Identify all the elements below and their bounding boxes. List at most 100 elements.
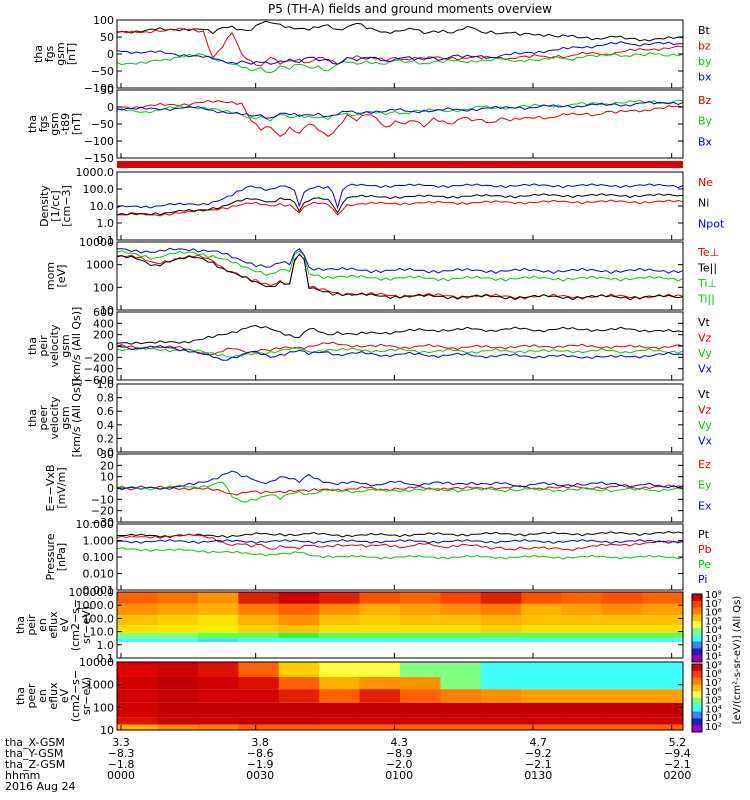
heatmap-cell (157, 662, 199, 677)
heatmap-cell (157, 689, 199, 703)
y-axis-label: [1/cc] (49, 190, 62, 221)
heatmap-cell (642, 717, 684, 725)
heatmap-cell (521, 632, 563, 639)
y-tick-label: −400 (84, 363, 114, 376)
heatmap-cell (157, 642, 199, 658)
heatmap-cell (197, 689, 239, 703)
heatmap-cell (117, 724, 158, 730)
heatmap-cell (400, 676, 441, 690)
y-axis-label: tha (26, 337, 39, 355)
colorbar-tick-label: 10⁵ (705, 616, 722, 627)
x-row-label: 2016 Aug 24 (5, 780, 75, 793)
x-tick-value: 0000 (107, 769, 135, 782)
heatmap-cell (400, 603, 441, 616)
heatmap-cell (319, 662, 361, 677)
legend-label: Vz (698, 404, 712, 417)
heatmap-cell (642, 676, 684, 690)
x-tick-value: −1.8 (108, 758, 135, 771)
y-axis-label: tha (14, 687, 27, 705)
y-axis-label: Density (38, 185, 51, 227)
heatmap-cell (117, 717, 158, 725)
y-axis-label: [km/s (All Qs)] (70, 307, 83, 386)
y-axis-label: mom (44, 262, 57, 290)
y-axis-label: velocity (48, 324, 61, 367)
heatmap-cell (238, 662, 280, 677)
heatmap-cell (400, 702, 441, 718)
heatmap-cell (642, 662, 684, 677)
series-line-ti|| (116, 247, 684, 274)
heatmap-cell (117, 632, 158, 639)
heatmap-cell (480, 724, 522, 730)
legend-label: Ti⊥ (697, 277, 717, 290)
heatmap-cell (480, 702, 522, 718)
series-line-by (116, 52, 684, 74)
colorbar-swatch (692, 684, 702, 692)
heatmap-cell (602, 625, 644, 633)
colorbar-swatch (692, 725, 702, 733)
legend-label: Ex (698, 499, 712, 512)
series-line-bz (117, 99, 684, 138)
panel-frame (116, 453, 684, 523)
heatmap-cell (157, 592, 199, 604)
y-tick-label: 10000 (79, 656, 114, 669)
heatmap-cell (238, 592, 280, 604)
colorbar-tick-label: 10³ (705, 713, 722, 724)
heatmap-cell (400, 615, 441, 625)
y-axis-label: eflux (47, 682, 60, 710)
y-tick-label: 0.0 (97, 446, 115, 459)
y-axis-label: peer (37, 405, 50, 431)
y-tick-label: 10000.0 (69, 586, 115, 599)
y-tick-label: 50 (100, 31, 114, 44)
heatmap-cell (521, 642, 563, 658)
heatmap-cell (480, 638, 522, 643)
heatmap-cell (521, 702, 563, 718)
series-line-ex (116, 470, 684, 491)
series-line-ni (116, 193, 684, 216)
heatmap-cell (602, 662, 644, 677)
heatmap-cell (238, 615, 280, 625)
y-tick-label: 100.0 (83, 612, 115, 625)
panel-frame (116, 591, 684, 659)
heatmap-cell (278, 632, 320, 639)
y-tick-label: 10 (100, 304, 114, 317)
y-axis-label: eV (58, 688, 71, 703)
heatmap-cell (602, 642, 644, 658)
y-axis-label: eflux (47, 611, 60, 639)
heatmap-cell (561, 592, 603, 604)
heatmap-cell (197, 642, 239, 658)
heatmap-cell (319, 603, 361, 616)
colorbar-tick-label: 10⁶ (705, 608, 722, 619)
colorbar-frame (691, 593, 703, 663)
heatmap-cell (602, 689, 644, 703)
heatmap-cell (642, 625, 684, 633)
heatmap-cell (238, 632, 280, 639)
heatmap-cell (561, 603, 603, 616)
series-line-pb (116, 533, 684, 552)
series-line-ti⊥ (116, 250, 684, 282)
heatmap-cell (157, 603, 199, 616)
y-tick-label: 1.0 (97, 639, 115, 652)
heatmap-cell (157, 632, 199, 639)
heatmap-cell (642, 638, 684, 643)
y-tick-label: 400 (93, 317, 114, 330)
heatmap-cell (400, 724, 441, 730)
colorbar-swatch (692, 634, 702, 643)
heatmap-cell (157, 724, 199, 730)
heatmap-cell (278, 603, 320, 616)
legend-label: Ni (698, 197, 709, 210)
heatmap-cell (117, 638, 158, 643)
legend-label: Ti|| (697, 293, 715, 306)
y-tick-label: 100 (93, 14, 114, 27)
heatmap-cell (238, 625, 280, 633)
heatmap-cell (197, 603, 239, 616)
heatmap-cell (400, 689, 441, 703)
heatmap-cell (602, 603, 644, 616)
y-tick-label: 200 (93, 329, 114, 342)
heatmap-cell (440, 662, 482, 677)
heatmap-cell (359, 662, 401, 677)
heatmap-cell (359, 724, 401, 730)
heatmap-cell (157, 717, 199, 725)
heatmap-cell (359, 717, 401, 725)
legend-label: By (698, 115, 713, 128)
